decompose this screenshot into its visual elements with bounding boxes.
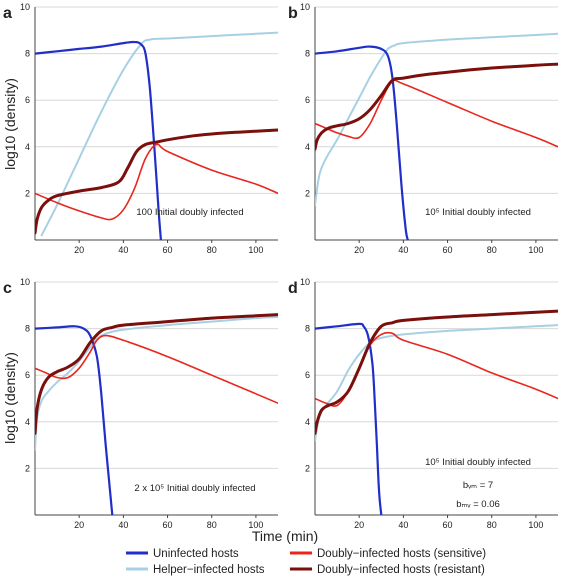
panel-letter: d (288, 280, 298, 297)
series-line-sensitive (35, 143, 278, 221)
x-tick-label: 60 (163, 520, 173, 530)
x-tick-label: 80 (487, 245, 497, 255)
x-tick-label: 60 (163, 245, 173, 255)
panel-c: 2 4 6 8 10 20 40 60 80 100 c 2 x 10⁵ Initial doubly… (3, 277, 278, 530)
legend-label: Doubly−infected hosts (resistant) (317, 564, 485, 576)
series-line-uninfected (35, 325, 114, 515)
series-line-helper (40, 31, 278, 237)
y-tick-label: 4 (305, 417, 310, 427)
panel-letter: b (288, 5, 298, 22)
panel-d: 2 4 6 8 10 20 40 60 80 100 d 10⁵ Initial doubly inf… (288, 277, 558, 530)
legend-item-uninfected: Uninfected hosts (126, 548, 239, 560)
x-tick-label: 80 (487, 520, 497, 530)
y-tick-label: 6 (25, 95, 30, 105)
x-tick-label: 80 (207, 245, 217, 255)
x-tick-label: 100 (528, 245, 543, 255)
x-tick-label: 80 (207, 520, 217, 530)
series-line-sensitive (35, 334, 278, 404)
panel-letter: c (3, 280, 12, 297)
annotation-text: 100 Initial doubly infected (136, 207, 243, 218)
y-tick-label: 6 (25, 370, 30, 380)
series-line-resistant (315, 309, 558, 435)
y-tick-label: 6 (305, 95, 310, 105)
series-line-resistant (35, 128, 278, 235)
series-line-sensitive (315, 79, 558, 148)
y-tick-label: 2 (305, 188, 310, 198)
legend-item-resistant: Doubly−infected hosts (resistant) (290, 564, 485, 576)
series-line-sensitive (315, 331, 558, 407)
y-tick-label: 2 (305, 463, 310, 473)
legend-label: Uninfected hosts (153, 548, 239, 560)
series-line-helper (35, 316, 278, 451)
x-tick-label: 60 (443, 520, 453, 530)
annotation-text: 2 x 10⁵ Initial doubly infected (134, 483, 255, 494)
annotation-text: bₘᵥ = 0.06 (456, 499, 500, 510)
y-tick-label: 6 (305, 370, 310, 380)
y-tick-label: 10 (20, 277, 30, 287)
x-tick-label: 20 (354, 245, 364, 255)
x-axis-label: Time (min) (252, 528, 318, 544)
y-axis-label-top: log10 (density) (2, 78, 18, 170)
legend-label: Helper−infected hosts (153, 564, 265, 576)
y-axis-label-bottom: log10 (density) (2, 352, 18, 444)
y-tick-label: 4 (25, 417, 30, 427)
y-tick-label: 4 (305, 142, 310, 152)
series-line-uninfected (315, 322, 383, 515)
x-tick-label: 20 (74, 520, 84, 530)
legend-item-sensitive: Doubly−infected hosts (sensitive) (290, 548, 486, 560)
y-tick-label: 8 (305, 49, 310, 59)
annotation-text: 10⁵ Initial doubly infected (425, 207, 531, 218)
y-tick-label: 4 (25, 142, 30, 152)
y-tick-label: 10 (20, 2, 30, 12)
y-tick-label: 8 (305, 324, 310, 334)
x-tick-label: 40 (398, 520, 408, 530)
y-tick-label: 8 (25, 49, 30, 59)
y-tick-label: 2 (25, 463, 30, 473)
panel-letter: a (3, 5, 12, 22)
y-tick-label: 10 (300, 2, 310, 12)
x-tick-label: 40 (118, 245, 128, 255)
x-tick-label: 60 (443, 245, 453, 255)
y-tick-label: 10 (300, 277, 310, 287)
x-tick-label: 20 (354, 520, 364, 530)
panels: 2 4 6 8 10 20 40 60 80 100 a 100 Initial doubly inf… (3, 2, 558, 530)
y-tick-label: 8 (25, 324, 30, 334)
legend: Uninfected hosts Helper−infected hosts Dou… (126, 548, 486, 576)
series-line-resistant (35, 313, 278, 435)
series-line-resistant (315, 62, 558, 151)
legend-item-helper: Helper−infected hosts (126, 564, 265, 576)
x-tick-label: 40 (118, 520, 128, 530)
panel-b: 2 4 6 8 10 20 40 60 80 100 b 10⁵ Initial doubly inf… (288, 2, 558, 255)
x-tick-label: 40 (398, 245, 408, 255)
annotation-text: bᵥₘ = 7 (463, 480, 493, 491)
y-tick-label: 2 (25, 188, 30, 198)
series-line-helper (315, 32, 558, 207)
annotation-text: 10⁵ Initial doubly infected (425, 457, 531, 468)
x-tick-label: 100 (528, 520, 543, 530)
x-tick-label: 100 (248, 245, 263, 255)
series-line-uninfected (315, 45, 409, 240)
x-tick-label: 100 (248, 520, 263, 530)
panel-a: 2 4 6 8 10 20 40 60 80 100 a 100 Initial doubly inf… (3, 2, 278, 255)
x-tick-label: 20 (74, 245, 84, 255)
legend-label: Doubly−infected hosts (sensitive) (317, 548, 486, 560)
series-line-uninfected (35, 40, 162, 240)
